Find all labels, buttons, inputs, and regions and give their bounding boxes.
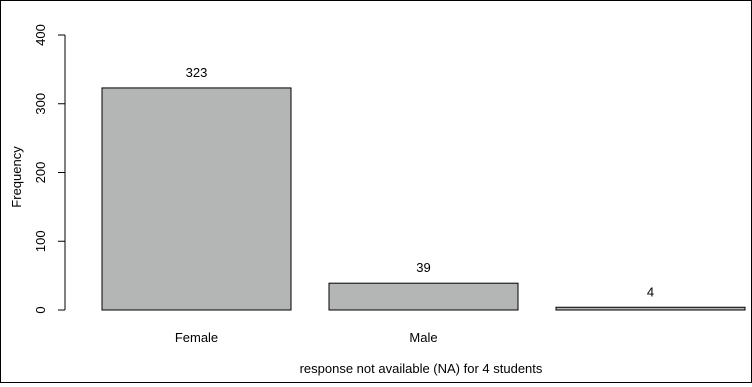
x-tick-labels: Female Male — [175, 330, 438, 345]
bar-value-label: 4 — [647, 284, 654, 299]
bar — [101, 87, 292, 311]
x-axis-title: response not available (NA) for 4 studen… — [300, 361, 543, 376]
y-tick-label: 100 — [33, 230, 48, 252]
bars — [101, 87, 746, 311]
y-axis: 0 100 200 300 400 — [33, 24, 66, 314]
y-tick-label: 200 — [33, 162, 48, 184]
y-axis-title: Frequency — [9, 146, 24, 208]
bar-value-labels: 323 39 4 — [186, 65, 654, 299]
y-tick-label: 300 — [33, 93, 48, 115]
y-tick-label: 400 — [33, 24, 48, 46]
x-tick-label: Female — [175, 330, 218, 345]
bar — [555, 306, 746, 311]
bar-value-label: 39 — [416, 260, 430, 275]
y-tick-label: 0 — [33, 306, 48, 313]
bar — [328, 282, 519, 311]
x-tick-label: Male — [409, 330, 437, 345]
bar-value-label: 323 — [186, 65, 208, 80]
